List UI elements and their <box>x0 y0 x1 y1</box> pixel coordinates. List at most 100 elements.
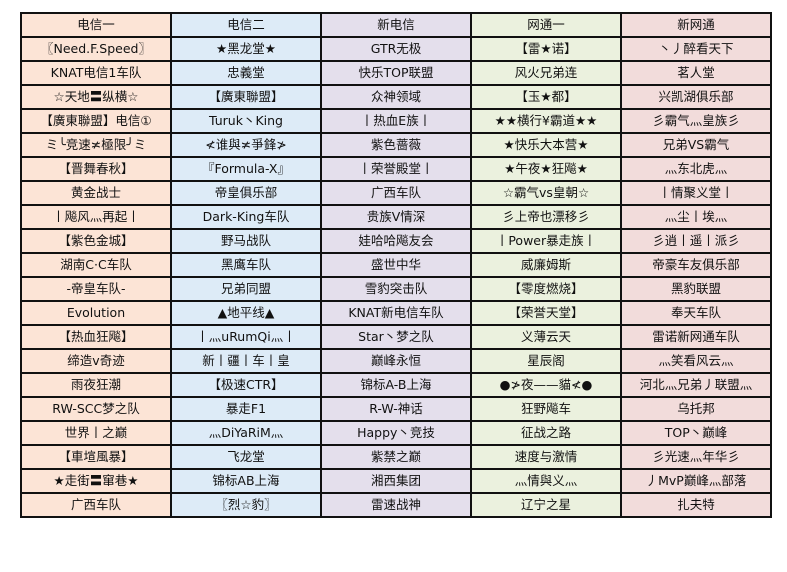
team-cell-wangtong-1: 【雷★诺】 <box>470 36 622 62</box>
team-cell-wangtong-1: 征战之路 <box>470 420 622 446</box>
team-cell-new-wangtong: 奉天车队 <box>620 300 772 326</box>
team-cell-wangtong-1: 彡上帝也漂移彡 <box>470 204 622 230</box>
team-cell-wangtong-1: 速度与激情 <box>470 444 622 470</box>
team-cell-dianxin-1: 黄金战士 <box>20 180 172 206</box>
table-row: 世界丨之巅 灬DiYaRiM灬 Happy丶竞技 征战之路 TOP丶巅峰 <box>20 420 772 446</box>
team-cell-new-wangtong: 灬笑看风云灬 <box>620 348 772 374</box>
team-cell-new-wangtong: 灬东北虎灬 <box>620 156 772 182</box>
table-row: 【車塇風暴】 飞龙堂 紫禁之巅 速度与激情 彡光速灬年华彡 <box>20 444 772 470</box>
team-cell-dianxin-2: 忠義堂 <box>170 60 322 86</box>
team-cell-new-dianxin: 雪豹突击队 <box>320 276 472 302</box>
team-cell-wangtong-1: 义薄云天 <box>470 324 622 350</box>
team-cell-wangtong-1: 狂野飚车 <box>470 396 622 422</box>
header-row: 电信一 电信二 新电信 网通一 新网通 <box>20 12 772 38</box>
team-cell-dianxin-1: RW-SCC梦之队 <box>20 396 172 422</box>
table-row: 缔造v奇迹 新丨疆丨车丨皇 巅峰永恒 星辰阁 灬笑看风云灬 <box>20 348 772 374</box>
team-cell-new-dianxin: 紫色蔷薇 <box>320 132 472 158</box>
table-row: 【紫色金城】 野马战队 娃哈哈飚友会 丨Power暴走族丨 彡逍丨遥丨派彡 <box>20 228 772 254</box>
team-cell-dianxin-1: 世界丨之巅 <box>20 420 172 446</box>
table-row: 【廣東聯盟】电信① Turuk丶King 丨热血E族丨 ★★横行¥霸道★★ 彡霸气灬皇族… <box>20 108 772 134</box>
team-cell-new-dianxin: Star丶梦之队 <box>320 324 472 350</box>
team-cell-new-wangtong: 丨情聚义堂丨 <box>620 180 772 206</box>
table-row: 【热血狂飚】 丨灬uRumQi灬丨 Star丶梦之队 义薄云天 雷诺新网通车队 <box>20 324 772 350</box>
team-cell-dianxin-2: 野马战队 <box>170 228 322 254</box>
team-cell-new-wangtong: 河北灬兄弟丿联盟灬 <box>620 372 772 398</box>
team-cell-dianxin-2: 飞龙堂 <box>170 444 322 470</box>
team-cell-dianxin-2: ★黑龙堂★ <box>170 36 322 62</box>
team-cell-new-dianxin: GTR无极 <box>320 36 472 62</box>
team-cell-dianxin-1: 【廣東聯盟】电信① <box>20 108 172 134</box>
team-cell-new-dianxin: 丨热血E族丨 <box>320 108 472 134</box>
team-cell-dianxin-1: 广西车队 <box>20 492 172 518</box>
team-cell-dianxin-1: KNAT电信1车队 <box>20 60 172 86</box>
team-cell-new-wangtong: TOP丶巅峰 <box>620 420 772 446</box>
team-cell-wangtong-1: ★快乐大本营★ <box>470 132 622 158</box>
team-cell-new-dianxin: 众神领域 <box>320 84 472 110</box>
column-header-new-dianxin: 新电信 <box>320 12 472 38</box>
team-cell-new-dianxin: 广西车队 <box>320 180 472 206</box>
team-cell-wangtong-1: 【玉★都】 <box>470 84 622 110</box>
team-cell-new-wangtong: 彡光速灬年华彡 <box>620 444 772 470</box>
team-cell-dianxin-2: ≮谁與≭爭鋒≯ <box>170 132 322 158</box>
team-cell-dianxin-1: 【热血狂飚】 <box>20 324 172 350</box>
team-cell-dianxin-2: 灬DiYaRiM灬 <box>170 420 322 446</box>
team-cell-dianxin-2: 【极速CTR】 <box>170 372 322 398</box>
team-cell-new-dianxin: 雷速战神 <box>320 492 472 518</box>
team-cell-new-dianxin: KNAT新电信车队 <box>320 300 472 326</box>
team-cell-new-dianxin: 丨荣誉殿堂丨 <box>320 156 472 182</box>
table-row: RW-SCC梦之队 暴走F1 R-W-神话 狂野飚车 乌托邦 <box>20 396 772 422</box>
team-cell-dianxin-2: 锦标AB上海 <box>170 468 322 494</box>
team-cell-wangtong-1: 辽宁之星 <box>470 492 622 518</box>
team-cell-new-dianxin: Happy丶竞技 <box>320 420 472 446</box>
team-cell-dianxin-1: ★走街〓窜巷★ <box>20 468 172 494</box>
team-cell-new-dianxin: 湘西集团 <box>320 468 472 494</box>
column-header-dianxin-2: 电信二 <box>170 12 322 38</box>
team-cell-new-wangtong: 兄弟VS霸气 <box>620 132 772 158</box>
team-cell-dianxin-2: 暴走F1 <box>170 396 322 422</box>
team-cell-dianxin-2: Turuk丶King <box>170 108 322 134</box>
team-cell-dianxin-1: 缔造v奇迹 <box>20 348 172 374</box>
team-cell-new-wangtong: 扎夫特 <box>620 492 772 518</box>
team-cell-wangtong-1: ☆霸气vs皇朝☆ <box>470 180 622 206</box>
team-cell-dianxin-1: 湖南C·C车队 <box>20 252 172 278</box>
team-cell-dianxin-2: 丨灬uRumQi灬丨 <box>170 324 322 350</box>
table-row: -帝皇车队- 兄弟同盟 雪豹突击队 【零度燃烧】 黑豹联盟 <box>20 276 772 302</box>
team-cell-new-wangtong: 黑豹联盟 <box>620 276 772 302</box>
team-cell-dianxin-1: 【紫色金城】 <box>20 228 172 254</box>
team-cell-new-dianxin: 快乐TOP联盟 <box>320 60 472 86</box>
table-row: Evolution ▲地平线▲ KNAT新电信车队 【荣誉天堂】 奉天车队 <box>20 300 772 326</box>
team-cell-new-wangtong: 兴凯湖俱乐部 <box>620 84 772 110</box>
team-cell-new-dianxin: 锦标A-B上海 <box>320 372 472 398</box>
table-row: 湖南C·C车队 黑鹰车队 盛世中华 威廉姆斯 帝豪车友俱乐部 <box>20 252 772 278</box>
team-cell-dianxin-2: Dark-King车队 <box>170 204 322 230</box>
team-cell-dianxin-1: ☆天地〓纵横☆ <box>20 84 172 110</box>
team-cell-dianxin-1: ミ╰竞速≭極限╯ミ <box>20 132 172 158</box>
team-cell-wangtong-1: 威廉姆斯 <box>470 252 622 278</box>
team-cell-new-wangtong: 丿MvP巅峰灬部落 <box>620 468 772 494</box>
team-cell-wangtong-1: 【荣誉天堂】 <box>470 300 622 326</box>
column-header-wangtong-1: 网通一 <box>470 12 622 38</box>
column-header-new-wangtong: 新网通 <box>620 12 772 38</box>
team-cell-dianxin-1: 丨飚风灬再起丨 <box>20 204 172 230</box>
column-header-dianxin-1: 电信一 <box>20 12 172 38</box>
team-cell-new-wangtong: 雷诺新网通车队 <box>620 324 772 350</box>
team-cell-dianxin-1: 【晋舞春秋】 <box>20 156 172 182</box>
team-cell-wangtong-1: ●≯夜——貓≮● <box>470 372 622 398</box>
team-cell-wangtong-1: 丨Power暴走族丨 <box>470 228 622 254</box>
team-cell-dianxin-2: 『Formula-X』 <box>170 156 322 182</box>
team-cell-new-dianxin: 盛世中华 <box>320 252 472 278</box>
team-cell-new-dianxin: R-W-神话 <box>320 396 472 422</box>
team-cell-dianxin-1: 【車塇風暴】 <box>20 444 172 470</box>
team-cell-dianxin-2: 兄弟同盟 <box>170 276 322 302</box>
team-cell-wangtong-1: ★★横行¥霸道★★ <box>470 108 622 134</box>
team-cell-wangtong-1: 【零度燃烧】 <box>470 276 622 302</box>
table-row: ミ╰竞速≭極限╯ミ ≮谁與≭爭鋒≯ 紫色蔷薇 ★快乐大本营★ 兄弟VS霸气 <box>20 132 772 158</box>
team-cell-new-wangtong: 彡霸气灬皇族彡 <box>620 108 772 134</box>
table-row: ☆天地〓纵横☆ 【廣東聯盟】 众神领域 【玉★都】 兴凯湖俱乐部 <box>20 84 772 110</box>
table-row: 黄金战士 帝皇俱乐部 广西车队 ☆霸气vs皇朝☆ 丨情聚义堂丨 <box>20 180 772 206</box>
team-cell-new-wangtong: 茗人堂 <box>620 60 772 86</box>
team-cell-dianxin-2: 黑鹰车队 <box>170 252 322 278</box>
team-cell-wangtong-1: 星辰阁 <box>470 348 622 374</box>
team-table: 电信一 电信二 新电信 网通一 新网通 〖Need.F.Speed〗 ★黑龙堂★ GTR无极… <box>20 12 772 518</box>
team-cell-new-dianxin: 贵族V情深 <box>320 204 472 230</box>
